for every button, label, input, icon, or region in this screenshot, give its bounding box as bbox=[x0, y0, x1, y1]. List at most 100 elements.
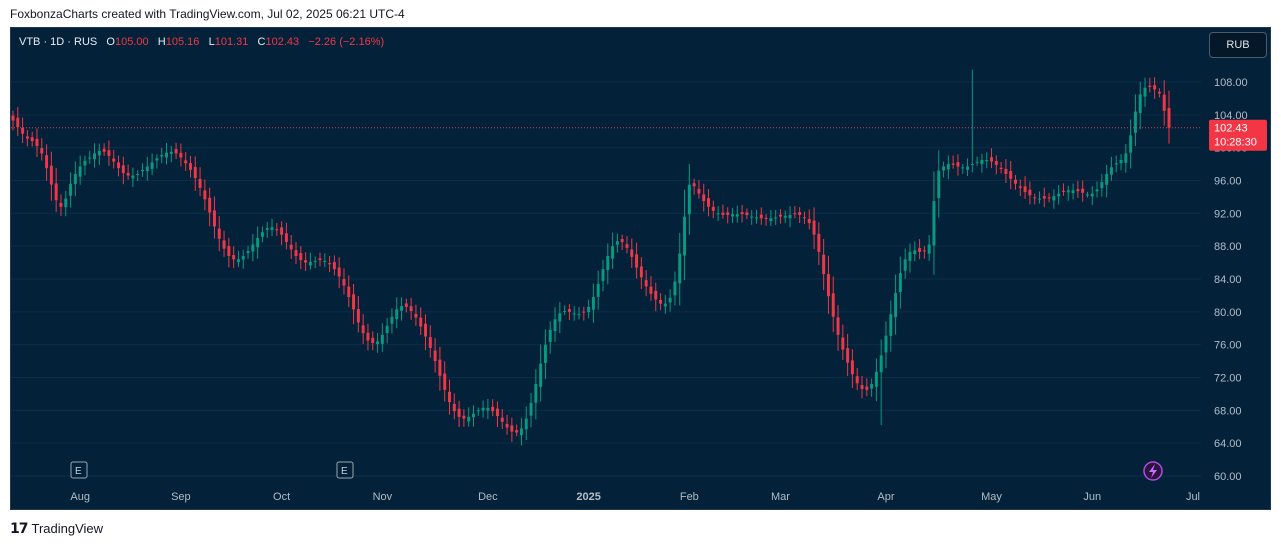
candle[interactable] bbox=[467, 407, 471, 427]
candle[interactable] bbox=[510, 417, 514, 442]
candle[interactable] bbox=[452, 393, 456, 420]
candle[interactable] bbox=[424, 314, 428, 351]
candle[interactable] bbox=[284, 222, 288, 250]
candle[interactable] bbox=[217, 216, 221, 252]
candle[interactable] bbox=[951, 155, 955, 169]
candle[interactable] bbox=[64, 190, 68, 217]
candle[interactable] bbox=[783, 210, 787, 224]
candle[interactable] bbox=[702, 183, 706, 212]
candle[interactable] bbox=[635, 242, 639, 279]
candle[interactable] bbox=[476, 407, 480, 416]
candle[interactable] bbox=[1105, 164, 1109, 198]
candle[interactable] bbox=[395, 297, 399, 329]
candle[interactable] bbox=[188, 155, 192, 178]
candle[interactable] bbox=[443, 361, 447, 402]
candle[interactable] bbox=[731, 207, 734, 224]
candle[interactable] bbox=[409, 297, 413, 320]
candle[interactable] bbox=[169, 145, 173, 163]
candle[interactable] bbox=[539, 344, 543, 402]
candle[interactable] bbox=[922, 245, 926, 259]
candle[interactable] bbox=[846, 333, 850, 377]
candle[interactable] bbox=[198, 167, 202, 197]
candle[interactable] bbox=[1129, 119, 1133, 169]
candle[interactable] bbox=[994, 155, 998, 175]
candle[interactable] bbox=[726, 207, 730, 224]
candle[interactable] bbox=[707, 189, 711, 217]
candle[interactable] bbox=[1038, 191, 1041, 204]
candle[interactable] bbox=[265, 221, 269, 238]
candle[interactable] bbox=[735, 205, 739, 223]
candle[interactable] bbox=[548, 321, 552, 354]
candle[interactable] bbox=[577, 306, 581, 320]
candle[interactable] bbox=[918, 239, 922, 260]
candle[interactable] bbox=[438, 346, 442, 391]
candle[interactable] bbox=[884, 321, 888, 369]
candle[interactable] bbox=[126, 164, 130, 180]
candle[interactable] bbox=[663, 294, 667, 314]
candle[interactable] bbox=[543, 329, 547, 380]
candle[interactable] bbox=[1071, 183, 1075, 200]
candle[interactable] bbox=[471, 405, 475, 427]
candle[interactable] bbox=[25, 129, 29, 147]
candle[interactable] bbox=[294, 241, 298, 265]
candle[interactable] bbox=[807, 209, 811, 230]
candle[interactable] bbox=[107, 140, 111, 166]
candle[interactable] bbox=[131, 167, 135, 187]
candle[interactable] bbox=[817, 222, 821, 265]
candle[interactable] bbox=[970, 69, 974, 173]
candle[interactable] bbox=[1076, 180, 1080, 198]
candle[interactable] bbox=[486, 399, 490, 420]
candle[interactable] bbox=[1052, 189, 1056, 209]
candle[interactable] bbox=[908, 243, 912, 273]
candle[interactable] bbox=[59, 194, 63, 217]
candle[interactable] bbox=[121, 156, 125, 185]
candle[interactable] bbox=[88, 150, 92, 164]
candle[interactable] bbox=[860, 375, 864, 399]
candle[interactable] bbox=[97, 143, 101, 165]
candle[interactable] bbox=[903, 248, 907, 279]
candle[interactable] bbox=[759, 207, 763, 225]
candle[interactable] bbox=[342, 268, 346, 295]
candle[interactable] bbox=[236, 250, 240, 268]
candle[interactable] bbox=[299, 246, 303, 270]
candle[interactable] bbox=[831, 276, 835, 333]
candle[interactable] bbox=[260, 226, 264, 243]
candle[interactable] bbox=[582, 306, 586, 321]
candle[interactable] bbox=[966, 158, 970, 177]
candle[interactable] bbox=[1018, 179, 1022, 197]
candle[interactable] bbox=[668, 289, 672, 312]
candle[interactable] bbox=[332, 255, 336, 276]
candle[interactable] bbox=[448, 379, 451, 415]
candle[interactable] bbox=[913, 241, 917, 262]
candle[interactable] bbox=[419, 307, 423, 335]
earnings-marker-2[interactable]: E bbox=[336, 461, 354, 479]
candle[interactable] bbox=[683, 189, 687, 280]
candle[interactable] bbox=[69, 172, 73, 208]
candle[interactable] bbox=[534, 369, 538, 420]
candle[interactable] bbox=[1085, 191, 1089, 198]
candle[interactable] bbox=[112, 149, 116, 169]
candle[interactable] bbox=[1095, 181, 1099, 198]
candle[interactable] bbox=[802, 211, 806, 224]
candle[interactable] bbox=[855, 367, 859, 391]
candle[interactable] bbox=[870, 378, 874, 397]
candle[interactable] bbox=[481, 400, 485, 418]
candle[interactable] bbox=[927, 235, 931, 261]
candle[interactable] bbox=[433, 338, 437, 373]
candle[interactable] bbox=[611, 232, 615, 269]
candle[interactable] bbox=[323, 253, 327, 268]
candle[interactable] bbox=[836, 305, 840, 351]
candle[interactable] bbox=[78, 155, 82, 185]
candle[interactable] bbox=[615, 233, 619, 253]
candle[interactable] bbox=[361, 314, 365, 344]
candle[interactable] bbox=[1148, 77, 1152, 93]
candle[interactable] bbox=[376, 333, 380, 353]
candle[interactable] bbox=[270, 218, 274, 237]
candle[interactable] bbox=[141, 163, 144, 177]
candle[interactable] bbox=[879, 339, 883, 426]
candle[interactable] bbox=[289, 235, 293, 260]
earnings-marker-1[interactable]: E bbox=[70, 461, 88, 479]
candle[interactable] bbox=[1090, 186, 1094, 206]
candle[interactable] bbox=[942, 161, 946, 178]
candle[interactable] bbox=[208, 187, 212, 227]
